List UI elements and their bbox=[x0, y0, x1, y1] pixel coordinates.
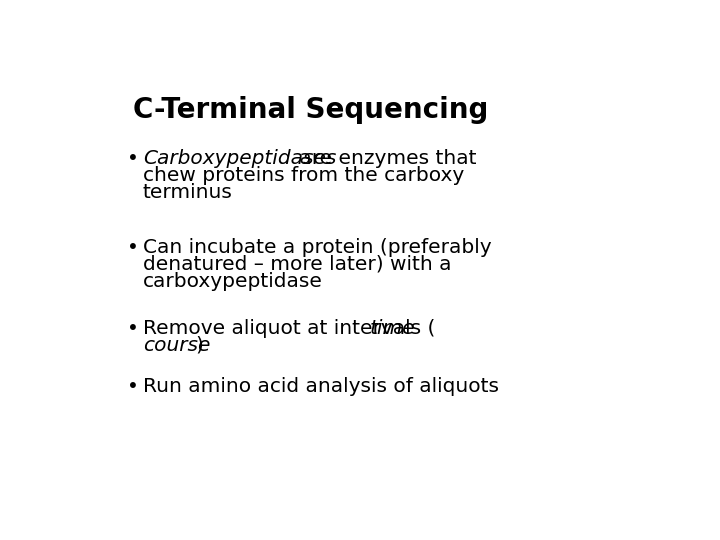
Text: course: course bbox=[143, 336, 210, 355]
Text: C-Terminal Sequencing: C-Terminal Sequencing bbox=[132, 96, 488, 124]
Text: denatured – more later) with a: denatured – more later) with a bbox=[143, 255, 451, 274]
Text: carboxypeptidase: carboxypeptidase bbox=[143, 272, 323, 291]
Text: terminus: terminus bbox=[143, 184, 233, 202]
Text: Run amino acid analysis of aliquots: Run amino acid analysis of aliquots bbox=[143, 377, 499, 396]
Text: •: • bbox=[127, 319, 139, 338]
Text: are enzymes that: are enzymes that bbox=[292, 150, 476, 168]
Text: Can incubate a protein (preferably: Can incubate a protein (preferably bbox=[143, 238, 491, 257]
Text: chew proteins from the carboxy: chew proteins from the carboxy bbox=[143, 166, 464, 185]
Text: time: time bbox=[369, 319, 415, 338]
Text: •: • bbox=[127, 377, 139, 396]
Text: Remove aliquot at intervals (: Remove aliquot at intervals ( bbox=[143, 319, 435, 338]
Text: ): ) bbox=[195, 336, 203, 355]
Text: •: • bbox=[127, 238, 139, 257]
Text: •: • bbox=[127, 150, 139, 168]
Text: Carboxypeptidases: Carboxypeptidases bbox=[143, 150, 336, 168]
